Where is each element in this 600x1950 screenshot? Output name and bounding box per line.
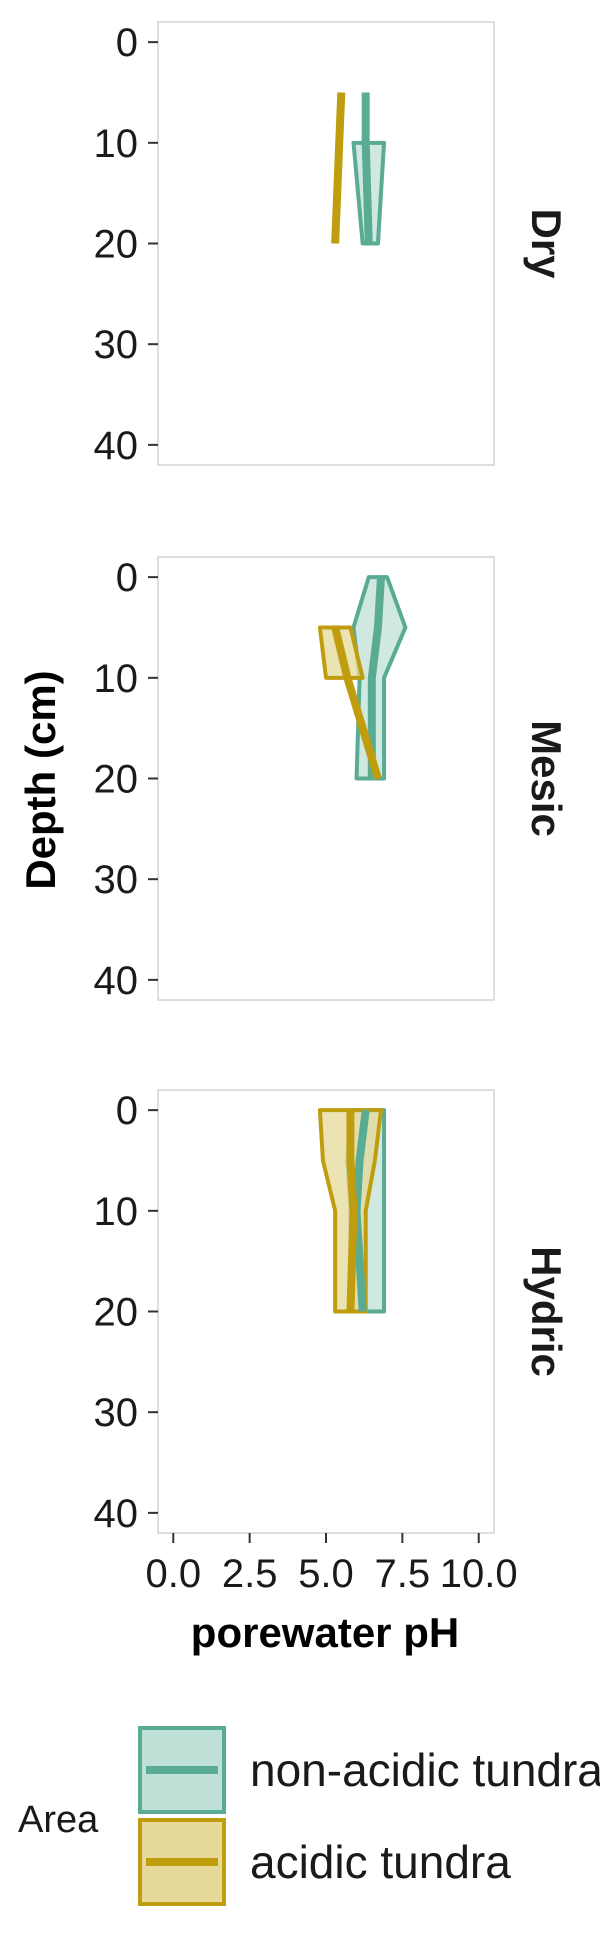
x-tick-label: 5.0 [298, 1552, 354, 1596]
y-tick-label: 30 [94, 858, 139, 902]
mean-line-non-acidic-tundra [367, 576, 385, 779]
facet-strip-label: Mesic [523, 720, 570, 837]
x-axis-title: porewater pH [191, 1609, 459, 1656]
panel-mesic: 0 10 20 30 40 Mesic [94, 556, 571, 1003]
panel-frame [157, 21, 495, 466]
panel-dry: 0 10 20 30 40 Dry [94, 21, 571, 468]
y-tick-label: 40 [94, 424, 139, 468]
y-tick-label: 10 [94, 122, 139, 166]
y-axis-title: Depth (cm) [17, 670, 64, 889]
x-tick-label: 7.5 [375, 1552, 431, 1596]
y-tick-label: 20 [94, 1291, 139, 1335]
legend-entry: acidic tundra [138, 1818, 511, 1906]
y-tick-label: 10 [94, 657, 139, 701]
panel-hydric: 0 10 20 30 40 Hydric [94, 1089, 571, 1536]
mean-line-acidic-tundra [346, 1110, 358, 1312]
x-axis: 0.0 2.5 5.0 7.5 10.0 [145, 1533, 518, 1596]
y-tick-label: 10 [94, 1190, 139, 1234]
y-tick-label: 0 [116, 21, 138, 65]
mean-line-non-acidic-tundra [352, 1109, 370, 1312]
y-tick-label: 0 [116, 1089, 138, 1133]
x-tick-label: 10.0 [440, 1552, 518, 1596]
y-tick-label: 40 [94, 959, 139, 1003]
panel-frame [157, 556, 495, 1001]
y-tick-label: 0 [116, 556, 138, 600]
mean-line-acidic-tundra [331, 626, 382, 780]
facet-strip-label: Hydric [523, 1246, 570, 1377]
y-tick-label: 20 [94, 223, 139, 267]
panels: 0 10 20 30 40 Dry 0 10 20 30 40 Mesic 0 10 20 30 40 Hydri… [94, 21, 571, 1536]
x-tick-label: 0.0 [145, 1552, 201, 1596]
y-tick-label: 20 [94, 758, 139, 802]
legend-label: non-acidic tundra [250, 1744, 600, 1796]
mean-line-non-acidic-tundra [361, 92, 373, 244]
y-tick-label: 40 [94, 1492, 139, 1536]
x-tick-label: 2.5 [222, 1552, 278, 1596]
legend-label: acidic tundra [250, 1836, 511, 1888]
legend: Area non-acidic tundra acidic tundra [18, 1726, 600, 1906]
y-tick-label: 30 [94, 1391, 139, 1435]
mean-line-acidic-tundra [331, 92, 346, 244]
y-tick-label: 30 [94, 323, 139, 367]
facet-strip-label: Dry [523, 208, 570, 279]
legend-entry: non-acidic tundra [138, 1726, 600, 1814]
legend-title: Area [18, 1799, 99, 1841]
